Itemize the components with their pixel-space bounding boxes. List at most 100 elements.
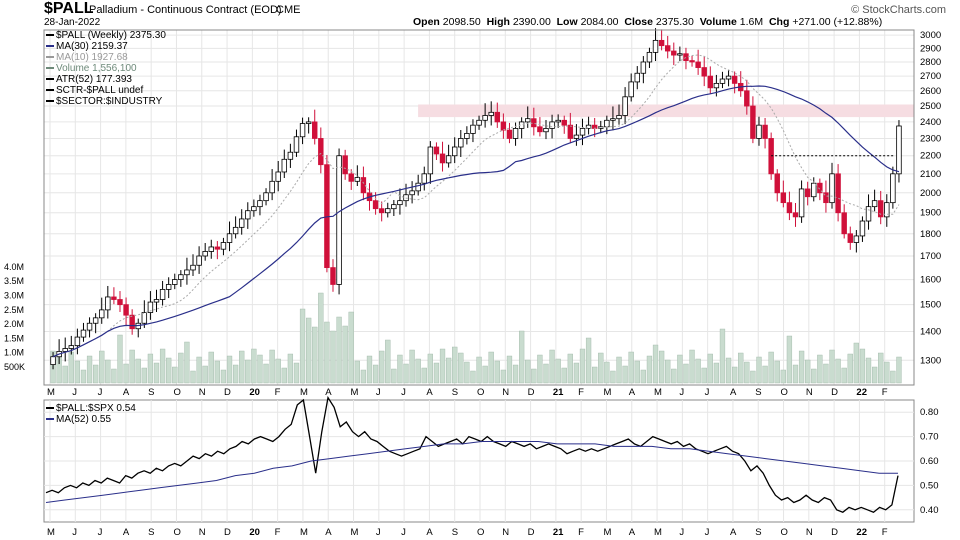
volume-bar: [421, 367, 427, 384]
main-legend: $PALL (Weekly) 2375.30 MA(30) 2159.37 MA(1…: [46, 30, 166, 107]
volume-bar: [397, 354, 403, 384]
quote-line: Open 2098.50 High 2390.00 Low 2084.00 Cl…: [413, 16, 882, 28]
candle-body: [354, 177, 361, 182]
volume-bar: [829, 349, 835, 384]
low-label: Low: [556, 16, 578, 28]
legend-entry: MA(30) 2159.37: [46, 41, 166, 52]
y-tick-label: 1500: [920, 300, 941, 311]
volume-bar: [147, 353, 154, 384]
volume-tick-label: 1.5M: [4, 333, 24, 343]
volume-bar: [744, 361, 750, 384]
x-tick-label: 22: [856, 387, 867, 398]
y-tick-label: 3000: [920, 30, 941, 41]
candle-body: [585, 124, 592, 129]
brand-link[interactable]: © StockCharts.com: [851, 4, 946, 16]
candle-body: [111, 296, 117, 300]
candle-body: [226, 233, 233, 243]
volume-bar: [683, 363, 689, 384]
candle-body: [877, 200, 884, 218]
volume-bar: [506, 355, 513, 384]
x-tick-label: D: [224, 527, 231, 538]
candle-body: [80, 329, 87, 338]
volume-bar: [689, 349, 695, 384]
y-tick-label: 2400: [920, 117, 941, 128]
candle-body: [823, 192, 829, 204]
volume-bar: [452, 346, 458, 384]
x-tick-label: S: [755, 387, 761, 398]
x-tick-label: J: [98, 387, 103, 398]
candle-body: [768, 138, 774, 175]
volume-bar: [573, 362, 580, 384]
x-tick-label: N: [806, 387, 813, 398]
candle-body: [525, 118, 531, 123]
x-tick-label: 20: [249, 527, 260, 538]
volume-bar: [640, 369, 646, 384]
x-tick-label: N: [199, 387, 206, 398]
candle-body: [829, 173, 835, 204]
volume-value: 1.6M: [739, 16, 764, 28]
main-panel-frame: [43, 29, 915, 386]
candle-body: [214, 246, 221, 250]
candle-body: [512, 128, 519, 139]
candle-body: [707, 75, 714, 89]
x-tick-label: F: [882, 527, 888, 538]
x-tick-label: M: [654, 527, 662, 538]
candle-body: [646, 51, 653, 63]
candle-body: [299, 123, 306, 138]
volume-bar: [701, 367, 707, 384]
candle-body: [731, 75, 738, 84]
x-tick-label: A: [426, 387, 433, 398]
axes: 1300 1400 1500 1600 1700 1800 1900 2000 2100 2200…: [4, 29, 941, 398]
volume-bar: [470, 370, 476, 384]
ratio-tick-label: 0.70: [920, 432, 939, 443]
candle-body: [482, 115, 488, 121]
candle-body: [360, 177, 367, 194]
candle-body: [701, 67, 707, 77]
volume-bar: [445, 357, 452, 384]
volume-bar: [214, 360, 220, 384]
volume-bar: [293, 362, 300, 384]
candle-body: [172, 279, 178, 285]
candle-body: [330, 267, 336, 285]
volume-bar: [628, 351, 634, 384]
legend-entry: $SECTOR:$INDUSTRY: [46, 96, 166, 107]
candle-body: [263, 192, 269, 202]
candle-body: [689, 60, 695, 63]
x-tick-label: N: [502, 387, 509, 398]
candle-body: [409, 190, 415, 196]
volume-bar: [220, 369, 227, 384]
x-tick-label: F: [578, 527, 584, 538]
candle-body: [896, 125, 902, 175]
ratio-tick-label: 0.80: [920, 407, 939, 418]
candle-body: [652, 39, 659, 53]
volume-bar: [604, 361, 610, 384]
candle-body: [372, 200, 379, 210]
candle-body: [378, 208, 385, 214]
volume-bar: [592, 366, 598, 384]
candle-body: [336, 155, 342, 285]
x-tick-label: S: [148, 387, 154, 398]
volume-bar: [257, 354, 263, 384]
candle-body: [293, 136, 300, 153]
volume-bar: [853, 342, 859, 384]
candle-body: [391, 204, 397, 210]
volume-bar: [725, 357, 732, 384]
volume-bar: [117, 334, 123, 384]
candle-body: [397, 200, 403, 206]
volume-bar: [439, 348, 446, 384]
x-tick-label: N: [199, 527, 206, 538]
y-tick-label: 2100: [920, 169, 941, 180]
candle-body: [196, 255, 202, 266]
volume-bar: [658, 350, 665, 384]
candle-body: [555, 119, 561, 123]
volume-bar: [865, 357, 872, 384]
volume-bar: [555, 358, 561, 384]
legend-swatch: [46, 67, 54, 70]
legend-label: ATR(52) 177.393: [56, 74, 132, 85]
candle-body: [117, 299, 123, 306]
candle-body: [835, 173, 841, 214]
candle-body: [251, 206, 257, 212]
candle-body: [744, 90, 750, 107]
volume-bar: [324, 321, 330, 384]
candle-body: [750, 105, 756, 139]
